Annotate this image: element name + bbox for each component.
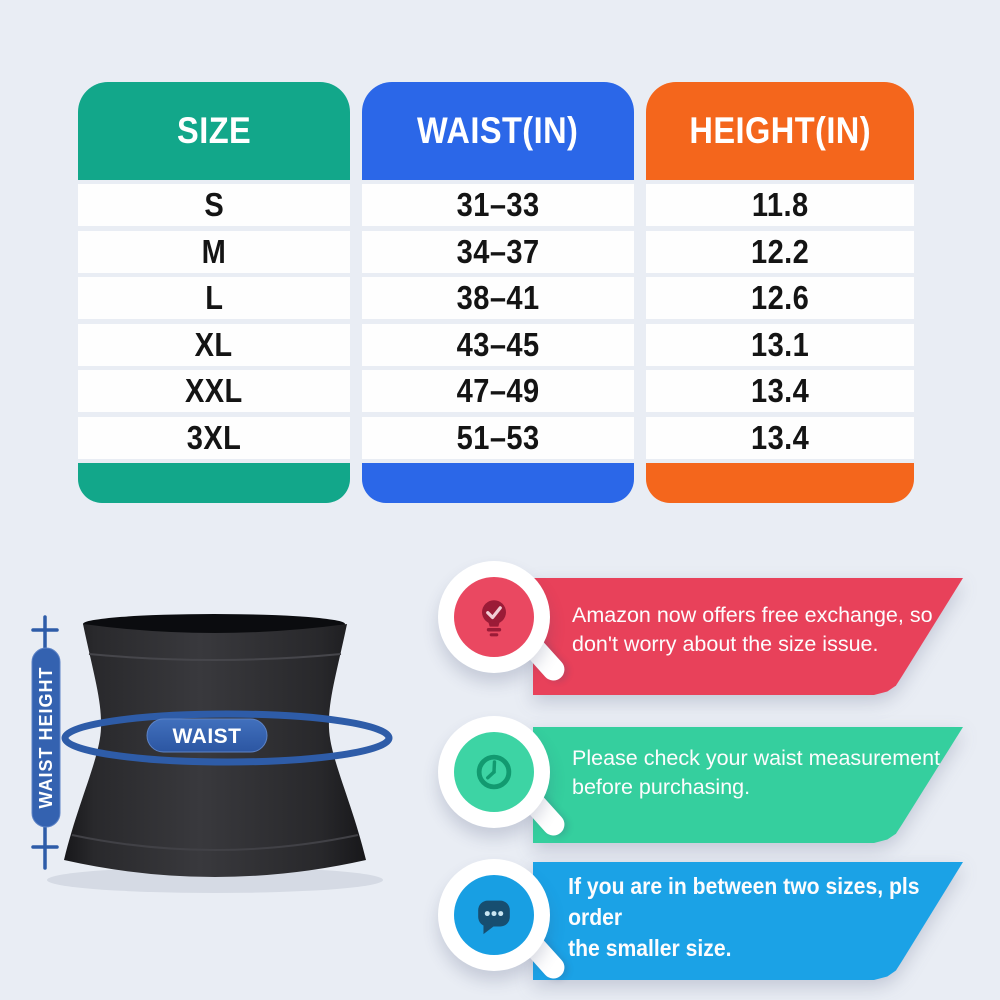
garment-top-opening	[83, 614, 345, 634]
cell-value: 3XL	[186, 418, 242, 456]
callout-badge	[438, 561, 569, 686]
callout-banner: Please check your waist measurement befo…	[533, 727, 963, 843]
cell-value: 43–45	[456, 325, 540, 363]
cell-value: 38–41	[456, 279, 540, 316]
callout-badge	[438, 716, 569, 841]
waist-height-pill: WAIST HEIGHT	[31, 647, 61, 828]
waist-height-label: WAIST HEIGHT	[36, 667, 56, 809]
waist-label: WAIST	[173, 725, 242, 748]
table-cell: 13.1	[646, 323, 914, 366]
column-header-label: WAIST(IN)	[417, 110, 579, 151]
cell-value: 13.1	[750, 325, 810, 363]
chat-dots-icon	[478, 900, 510, 935]
cell-value: 31–33	[456, 186, 540, 223]
callout-banner: Amazon now offers free exchange, so don'…	[533, 578, 963, 695]
callout-text: Please check your waist measurement befo…	[572, 746, 941, 799]
height-column-footer	[646, 463, 914, 503]
table-cell: XL	[78, 323, 350, 366]
waist-column-header: WAIST(IN)	[362, 82, 634, 180]
table-cell: 11.8	[646, 184, 914, 226]
waist-column: WAIST(IN) 31–33 34–37 38–41 43–45 47–49 …	[362, 82, 634, 503]
cell-value: 13.4	[750, 418, 810, 456]
cell-value: 11.8	[751, 186, 809, 223]
table-cell: 31–33	[362, 184, 634, 226]
table-cell: 12.6	[646, 277, 914, 319]
cell-value: 51–53	[456, 418, 540, 456]
table-cell: 47–49	[362, 370, 634, 412]
callout-badge	[438, 859, 569, 984]
cell-value: 12.2	[750, 232, 810, 270]
waist-measurement-diagram: WAIST WAIST HEIGHT	[31, 614, 393, 893]
cell-value: 13.4	[750, 372, 810, 409]
table-cell: 34–37	[362, 230, 634, 273]
table-cell: 3XL	[78, 416, 350, 459]
waist-label-pill: WAIST	[146, 718, 268, 753]
cell-value: XXL	[185, 372, 243, 409]
size-column-footer	[78, 463, 350, 503]
column-header-label: SIZE	[176, 110, 252, 151]
cell-value: 12.6	[750, 279, 810, 316]
height-column: HEIGHT(IN) 11.8 12.2 12.6 13.1 13.4 13.4	[646, 82, 914, 503]
size-column: SIZE S M L XL XXL 3XL	[78, 82, 350, 503]
callout-text: If you are in between two sizes, pls ord…	[568, 873, 920, 961]
table-cell: XXL	[78, 370, 350, 412]
garment-top-seam	[88, 653, 342, 661]
cell-value: M	[201, 232, 227, 270]
table-cell: 13.4	[646, 370, 914, 412]
table-cell: S	[78, 184, 350, 226]
table-cell: 38–41	[362, 277, 634, 319]
waist-measure-ring	[61, 710, 393, 766]
table-cell: M	[78, 230, 350, 273]
size-column-header: SIZE	[78, 82, 350, 180]
waist-column-footer	[362, 463, 634, 503]
garment-bottom-seam	[71, 834, 359, 851]
table-cell: 13.4	[646, 416, 914, 459]
cell-value: 47–49	[456, 372, 540, 409]
garment-shadow	[47, 867, 383, 893]
cell-value: XL	[194, 325, 233, 363]
cell-value: S	[204, 186, 224, 223]
table-cell: L	[78, 277, 350, 319]
column-header-label: HEIGHT(IN)	[689, 110, 871, 151]
height-column-header: HEIGHT(IN)	[646, 82, 914, 180]
cell-value: L	[204, 279, 224, 316]
table-cell: 43–45	[362, 323, 634, 366]
cell-value: 34–37	[456, 232, 540, 270]
lightbulb-check-icon	[482, 600, 506, 637]
table-cell: 51–53	[362, 416, 634, 459]
clock-icon	[476, 754, 512, 790]
callout-banner: If you are in between two sizes, pls ord…	[533, 862, 963, 980]
table-cell: 12.2	[646, 230, 914, 273]
callout-text: Amazon now offers free exchange, so don'…	[572, 603, 933, 656]
